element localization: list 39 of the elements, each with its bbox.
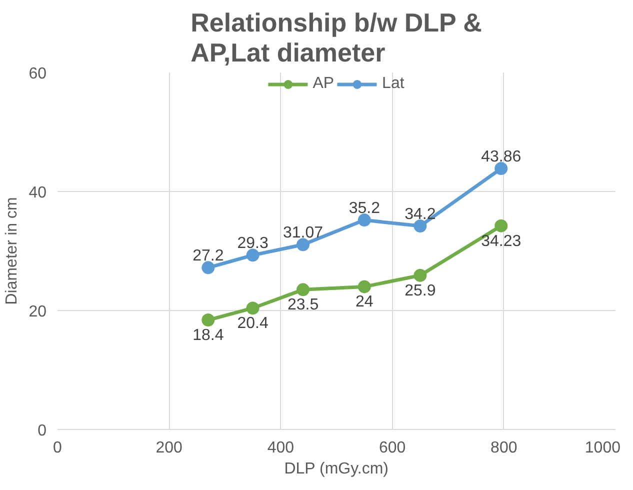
point: [246, 302, 260, 315]
point: [202, 314, 215, 327]
point: [246, 248, 260, 262]
x-tick-label: 400: [267, 440, 294, 456]
point: [414, 220, 427, 232]
x-tick-label: 0: [53, 440, 62, 456]
x-axis-title: DLP (mGy.cm): [284, 460, 389, 478]
x-tick-label: 800: [490, 440, 518, 456]
y-tick-label: 60: [28, 66, 47, 82]
data-label: 35.2: [348, 200, 380, 218]
x-tick-label: 200: [156, 440, 183, 456]
data-label: 27.2: [192, 248, 224, 265]
data-label: 18.4: [192, 327, 224, 344]
x-tick-label: 600: [378, 440, 406, 456]
legend-label: AP: [312, 75, 334, 93]
y-tick-label: 40: [28, 184, 47, 202]
point: [358, 214, 371, 227]
chart-title: Relationship b/w DLP & AP,Lat diameter: [190, 8, 482, 68]
data-label: 20.4: [237, 315, 268, 332]
y-tick-label: 20: [28, 304, 47, 320]
data-label: 23.5: [287, 296, 319, 314]
point: [494, 162, 508, 176]
data-label: 43.86: [481, 148, 522, 166]
point: [202, 261, 215, 274]
point: [296, 238, 310, 252]
data-label: 29.3: [237, 235, 268, 252]
y-tick-label: 0: [38, 422, 47, 440]
data-label: 31.07: [283, 224, 324, 242]
point: [494, 219, 508, 232]
data-label: 25.9: [404, 282, 436, 300]
y-axis-title: Diameter in cm: [4, 197, 21, 305]
x-tick-label: 1000: [584, 440, 621, 456]
data-label: 24: [356, 294, 374, 311]
data-label: 34.2: [404, 206, 436, 224]
point: [358, 280, 371, 294]
point: [296, 283, 310, 296]
point: [414, 268, 427, 282]
legend-label: Lat: [382, 75, 404, 93]
data-label: 34.23: [481, 232, 522, 250]
